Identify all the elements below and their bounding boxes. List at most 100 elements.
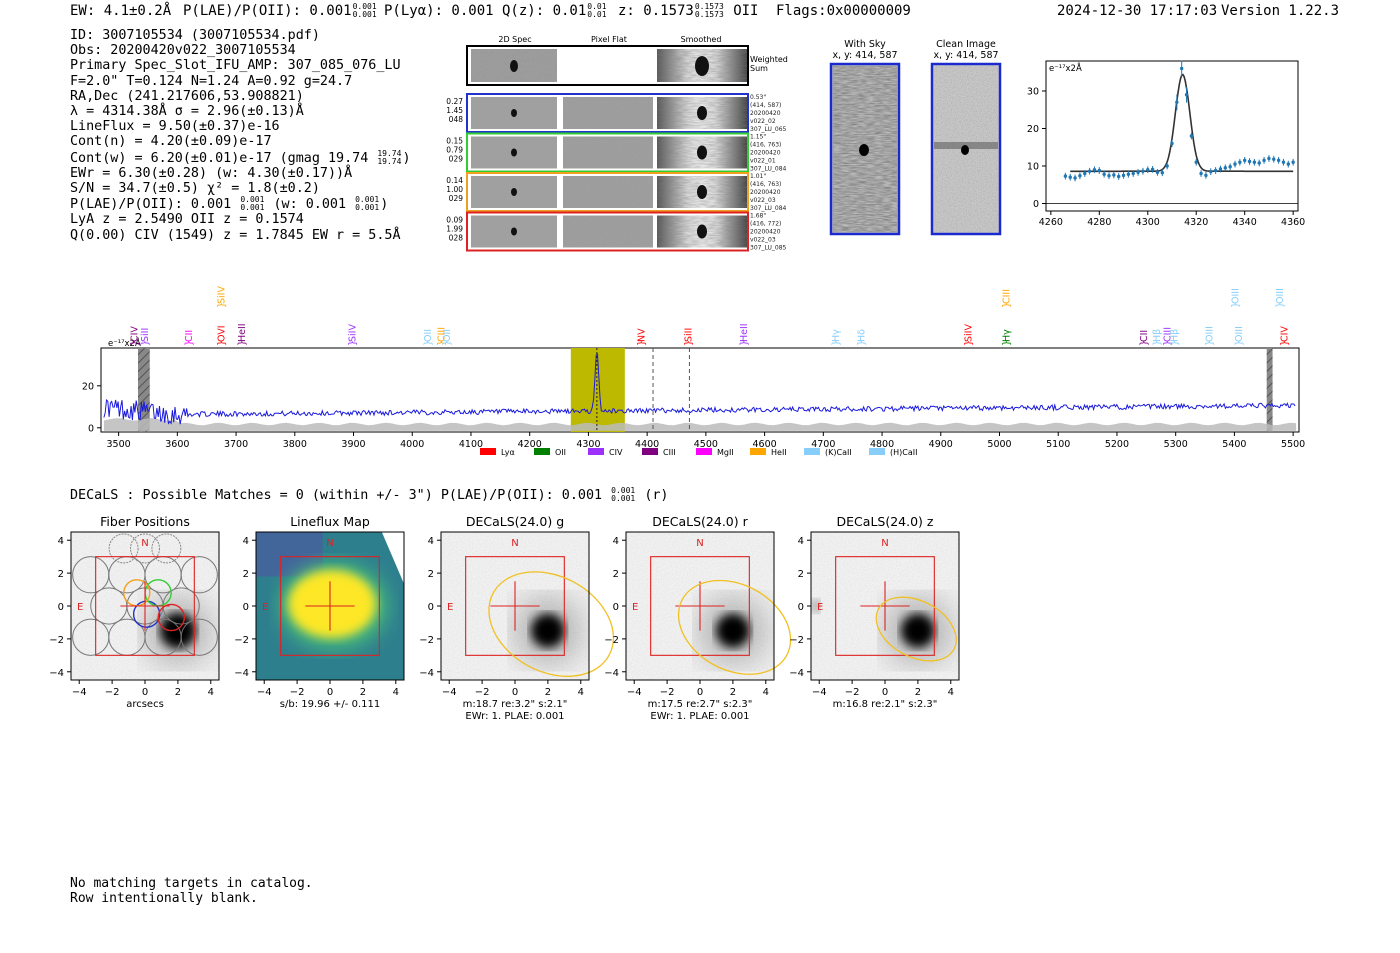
cutout-column-labels: 2D Spec Pixel Flat Smoothed — [498, 35, 721, 44]
full-line-label: OII — [423, 329, 434, 342]
panel-xtick-label: −4 — [812, 687, 827, 698]
cutout-right-label: 307_LU_065 — [750, 126, 787, 133]
aperture-ellipse — [875, 596, 957, 662]
info-lineflux: LineFlux = 9.50(±0.37)e-16 — [70, 119, 280, 135]
info-lya: LyA z = 2.5490 OII z = 0.1574 — [70, 212, 304, 228]
full-line-label: CIV — [1279, 326, 1290, 342]
full-xtick-label: 4700 — [811, 439, 835, 450]
info-radec: RA,Dec (241.217606,53.908821) — [70, 88, 304, 104]
panel-xtick-label: 4 — [393, 687, 399, 698]
panel-ytick-label: 0 — [243, 602, 249, 613]
panel-ytick-label: 2 — [798, 569, 804, 580]
cutout-left-label: 1.99 — [446, 225, 463, 234]
cutout-right-label: 20200420 — [750, 110, 781, 117]
info-civ: Q(0.00) CIV (1549) z = 1.7845 EW r = 5.5… — [70, 227, 401, 243]
zoom-data-point — [1087, 169, 1092, 173]
panel-title: DECaLS(24.0) z — [837, 514, 934, 529]
header-flags: Flags:0x00000009 — [776, 3, 911, 19]
cutout-2dspec-source — [511, 148, 517, 157]
panel-xtick-label: 4 — [948, 687, 954, 698]
info-contw-sup: 19.74 — [377, 148, 402, 158]
full-line-label: CIII — [437, 327, 448, 342]
fiber-circle — [180, 556, 218, 594]
full-xtick-label: 3700 — [224, 439, 248, 450]
full-masked-region — [137, 348, 150, 432]
full-line-label: Hγ — [831, 329, 842, 342]
full-line-label: HeII — [739, 323, 750, 342]
panel-xtick-label: −4 — [257, 687, 272, 698]
target-box — [465, 556, 565, 656]
info-contw-text: Cont(w) = 6.20(±0.01)e-17 (gmag 19.74 — [70, 150, 369, 166]
clean-title: Clean Image — [936, 39, 996, 50]
panel-xtick-label: 0 — [327, 687, 333, 698]
zoom-data-point — [1247, 159, 1252, 164]
target-box — [835, 556, 935, 656]
full-line-label-brace: } — [1279, 340, 1290, 346]
decals-summary-text: DECaLS : Possible Matches = 0 (within +/… — [70, 488, 603, 503]
col-label-pixelflat: Pixel Flat — [591, 35, 627, 44]
header-plae: P(LAE)/P(OII): 0.0010.001 0.001 — [183, 3, 378, 20]
cutout-2dspec-source — [511, 188, 517, 196]
compass-e: E — [447, 602, 453, 613]
lineflux-core — [288, 570, 376, 638]
cutout-right-label: v022_03 — [750, 197, 776, 204]
source-core — [530, 613, 565, 648]
full-line-label-brace: } — [423, 340, 434, 346]
full-error-band — [103, 418, 1297, 431]
cutout-left-label: 048 — [449, 115, 464, 124]
cutout-pixelflat-noise — [563, 136, 653, 169]
zoom-data-point — [1204, 173, 1208, 178]
full-line-label: OII — [442, 329, 453, 342]
cutout-left-label: 0.79 — [446, 146, 463, 155]
info-contw-end: ) — [402, 150, 411, 166]
cutout-left-label: 028 — [449, 234, 464, 243]
target-box — [95, 556, 195, 656]
panel-caption-1: s/b: 19.96 +/- 0.111 — [280, 699, 380, 710]
panel-ytick-label: 4 — [798, 536, 804, 547]
panel-xtick-label: −2 — [845, 687, 860, 698]
cutout-right-label: (416, 772) — [750, 221, 781, 228]
panel-ytick-label: −2 — [234, 635, 249, 646]
cutout-right-label: (414, 587) — [750, 102, 781, 109]
zoom-xtick-label: 4280 — [1087, 217, 1111, 228]
cutout-right-label: 1.15" — [750, 134, 766, 141]
compass-n: N — [696, 538, 703, 549]
cutout-left-label: 029 — [449, 194, 464, 203]
zoom-data-point — [1102, 172, 1106, 176]
cutout-right-label: 307_LU_084 — [750, 166, 787, 173]
full-xtick-label: 4100 — [459, 439, 483, 450]
header-qz: Q(z): 0.010.01 0.01 — [502, 3, 608, 20]
cutout-right-label: 20200420 — [750, 150, 781, 157]
full-xtick-label: 4300 — [576, 439, 600, 450]
panel-xtick-label: −4 — [442, 687, 457, 698]
header-qz-label: Q(z): 0.01 — [502, 3, 587, 19]
panel-caption-2: EWr: 1. PLAE: 0.001 — [650, 711, 749, 722]
full-line-label-brace: } — [184, 340, 195, 346]
zoom-data-point — [1199, 171, 1203, 176]
zoom-data-point — [1107, 174, 1111, 178]
panel-xtick-label: 0 — [882, 687, 888, 698]
full-masked-region — [1266, 348, 1273, 432]
info-plae-a: P(LAE)/P(OII): 0.001 — [70, 197, 232, 213]
full-xtick-label: 3600 — [165, 439, 189, 450]
zoom-data-point — [1160, 171, 1165, 175]
compass-n: N — [326, 538, 333, 549]
full-line-label-brace: } — [636, 340, 647, 346]
panel-xtick-label: −2 — [475, 687, 490, 698]
zoom-data-point — [1267, 156, 1271, 161]
decals-panel: N E Fiber Positions 4 2 0 −2 −4 −4 −2 0 2 4 arcsecs — [49, 514, 220, 710]
zoom-data-point — [1097, 168, 1102, 173]
panel-caption-1: m:16.8 re:2.1" s:2.3" — [833, 699, 938, 710]
panel-xtick-label: −2 — [290, 687, 305, 698]
sky-images: With Sky x, y: 414, 587 Clean Image x, y… — [829, 39, 1002, 236]
full-line-label: OIII — [1231, 288, 1242, 304]
info-plae-a-sub: 0.001 — [240, 203, 265, 213]
panel-caption-1: m:18.7 re:3.2" s:2.1" — [463, 699, 568, 710]
fiber-top — [108, 533, 139, 564]
cutout-left-label: 1.45 — [446, 106, 463, 115]
full-line-label-brace: } — [1139, 340, 1150, 346]
full-legend-label: (H)CaII — [890, 448, 917, 457]
full-line-label-brace: } — [140, 340, 151, 346]
